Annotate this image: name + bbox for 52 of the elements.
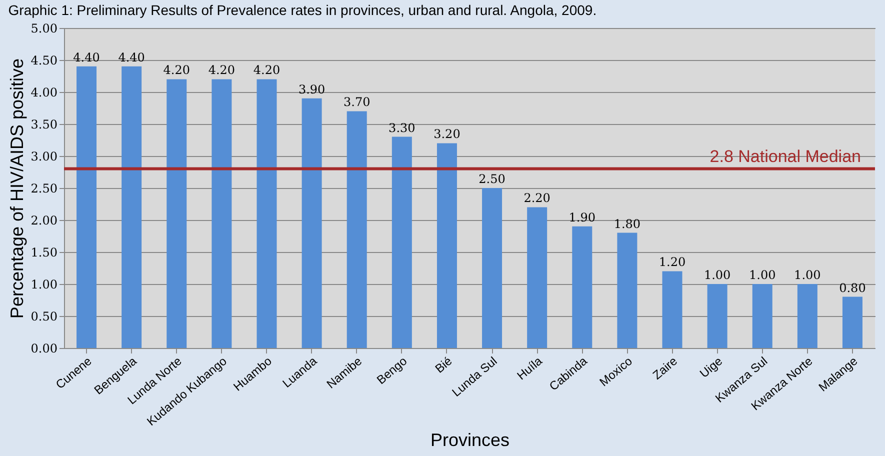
data-label: 1.90 <box>568 210 596 224</box>
data-label: 0.80 <box>839 280 866 295</box>
data-label: 1.00 <box>749 268 776 282</box>
bar <box>752 284 772 348</box>
data-label: 1.80 <box>614 216 641 231</box>
bar <box>302 98 322 348</box>
data-label: 2.20 <box>524 191 550 206</box>
y-axis-title: Percentage of HIV/AIDS positive <box>6 58 27 319</box>
bar <box>572 226 592 348</box>
bar <box>392 136 412 348</box>
bar <box>842 296 862 348</box>
bar <box>122 66 142 348</box>
x-tick-label: Bié <box>432 354 455 376</box>
bar <box>482 188 502 348</box>
y-tick-label: 1.50 <box>30 246 58 260</box>
bar <box>76 66 97 348</box>
bar <box>166 79 187 348</box>
bar <box>662 271 682 348</box>
data-label: 3.20 <box>434 127 460 142</box>
bar <box>436 143 457 348</box>
y-tick-label: 5.00 <box>30 22 58 36</box>
y-tick-label: 4.00 <box>30 86 58 100</box>
chart-title: Graphic 1: Preliminary Results of Prevalence rates in provinces, urban and rural. Angola, 2009. <box>8 2 597 18</box>
data-label: 4.20 <box>208 63 236 78</box>
data-label: 3.70 <box>344 95 370 110</box>
y-tick-label: 4.50 <box>30 54 58 68</box>
bar <box>212 79 232 348</box>
y-tick-label: 3.50 <box>30 118 58 132</box>
y-tick-label: 3.00 <box>30 150 58 164</box>
data-label: 3.30 <box>388 120 416 135</box>
data-label: 4.20 <box>253 63 280 78</box>
data-label: 3.90 <box>298 82 326 96</box>
data-label: 1.00 <box>704 268 731 282</box>
x-axis-title: Provinces <box>430 430 510 450</box>
data-label: 4.40 <box>73 50 100 64</box>
y-tick-label: 1.00 <box>30 278 58 292</box>
data-label: 4.40 <box>118 50 145 64</box>
bar <box>256 79 277 348</box>
ref-line-label: 2.8 National Median <box>710 146 861 166</box>
bar <box>707 284 728 348</box>
data-label: 1.00 <box>794 268 821 282</box>
y-tick-label: 2.50 <box>30 182 58 196</box>
bar <box>346 111 367 348</box>
y-tick-label: 2.00 <box>30 214 58 228</box>
data-label: 4.20 <box>163 63 190 78</box>
y-tick-label: 0.00 <box>30 342 58 356</box>
data-label: 1.20 <box>658 255 686 270</box>
y-tick-label: 0.50 <box>30 310 58 324</box>
data-label: 2.50 <box>478 172 506 186</box>
bar <box>797 284 818 348</box>
bar <box>527 207 548 348</box>
bar <box>617 232 638 348</box>
